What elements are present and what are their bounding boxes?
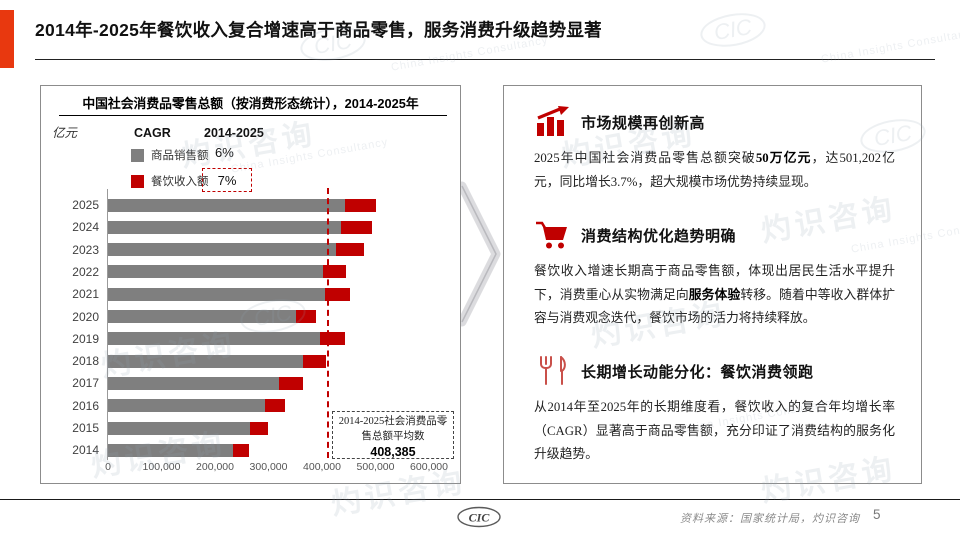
catering-bar-segment (336, 243, 364, 257)
catering-bar-segment (302, 354, 326, 368)
average-annotation-box: 2014-2025社会消费品零售总额平均数 408,385 (332, 411, 454, 459)
catering-legend-label: 餐饮收入额 (151, 176, 209, 188)
chart-row-2024: 2024 (41, 216, 460, 238)
chart-row-2019: 2019 (41, 328, 460, 350)
chart-row-2018: 2018 (41, 350, 460, 372)
chart-row-2014: 2014 (41, 439, 460, 461)
chart-panel: 中国社会消费品零售总额（按消费形态统计），2014-2025年 亿元 CAGR … (40, 85, 461, 484)
insight-section-market-scale: 市场规模再创新高 2025年中国社会消费品零售总额突破50万亿元，达501,20… (504, 106, 921, 194)
footer-divider (0, 499, 960, 500)
catering-bar-segment (295, 310, 316, 323)
y-axis-label: 2020 (72, 309, 99, 324)
x-axis-tick-label: 100,000 (142, 461, 181, 473)
chart-row-2025: 2025 (41, 194, 460, 216)
goods-bar-segment (108, 287, 325, 301)
chart-title: 中国社会消费品零售总额（按消费形态统计），2014-2025年 (82, 96, 419, 111)
y-axis-label: 2016 (72, 398, 99, 413)
chart-row-2020: 2020 (41, 306, 460, 328)
goods-bar-segment (108, 220, 341, 234)
goods-bar-segment (108, 265, 324, 279)
catering-bar-segment (232, 443, 249, 457)
y-axis-label: 2021 (72, 287, 99, 302)
insight-body: 餐饮收入增速长期高于商品零售额，体现出居民生活水平提升下，消费重心从实物满足向服… (534, 264, 896, 326)
goods-cagr-value: 6% (215, 145, 234, 160)
source-note: 资料来源：国家统计局，灼识咨询 (680, 513, 860, 525)
catering-bar-segment (320, 332, 346, 346)
chart-row-2021: 2021 (41, 283, 460, 305)
insight-section-consumption-structure: 消费结构优化趋势明确 餐饮收入增速长期高于商品零售额，体现出居民生活水平提升下，… (504, 219, 921, 331)
catering-legend-swatch (131, 174, 144, 188)
page-number: 5 (873, 507, 881, 522)
title-accent-bar (0, 10, 14, 68)
catering-bar-segment (323, 265, 346, 279)
insight-body: 2025年中国社会消费品零售总额突破50万亿元，达501,202亿元，同比增长3… (534, 151, 896, 189)
y-axis-label: 2025 (72, 198, 99, 212)
x-axis-tick-label: 600,000 (410, 461, 448, 473)
chart-row-2017: 2017 (41, 372, 460, 394)
goods-bar-segment (108, 354, 303, 368)
chart-title-divider (59, 115, 447, 116)
utensils-icon (540, 356, 566, 385)
catering-bar-segment (250, 421, 268, 435)
y-axis-label: 2024 (72, 220, 99, 235)
insight-body: 从2014年至2025年的长期维度看，餐饮收入的复合年均增长率（CAGR）显著高… (534, 400, 895, 462)
x-axis-tick-label: 200,000 (196, 461, 234, 473)
catering-bar-segment (324, 287, 351, 301)
y-axis-label: 2017 (72, 376, 99, 391)
x-axis-tick-label: 0 (105, 461, 111, 473)
title-divider (35, 59, 935, 60)
legend-header-cagr: CAGR (134, 126, 171, 140)
legend-header-period: 2014-2025 (204, 126, 264, 140)
goods-bar-segment (108, 376, 280, 390)
panel-transition-arrow-icon (457, 181, 501, 327)
goods-bar-segment (108, 421, 251, 435)
x-axis-tick-label: 300,000 (249, 461, 288, 473)
x-axis-tick-label: 400,000 (303, 461, 341, 473)
chart-unit-label: 亿元 (52, 126, 78, 140)
shopping-cart-icon (536, 221, 567, 249)
insight-section-long-term-growth: 长期增长动能分化：餐饮消费领跑 从2014年至2025年的长期维度看，餐饮收入的… (504, 355, 921, 467)
cic-logo: CIC (457, 506, 501, 528)
goods-bar-segment (108, 443, 233, 457)
y-axis-label: 2023 (72, 242, 99, 257)
y-axis-label: 2015 (72, 421, 99, 435)
insight-panel: 市场规模再创新高 2025年中国社会消费品零售总额突破50万亿元，达501,20… (503, 85, 922, 484)
chart-row-2016: 2016 (41, 395, 460, 417)
legend-item-catering: 餐饮收入额 (131, 173, 209, 189)
chart-row-2022: 2022 (41, 261, 460, 283)
page-title: 2014年-2025年餐饮收入复合增速高于商品零售，服务消费升级趋势显著 (35, 20, 602, 40)
goods-bar-segment (108, 310, 296, 323)
insight-title: 长期增长动能分化：餐饮消费领跑 (581, 363, 814, 381)
y-axis-label: 2018 (72, 354, 99, 369)
y-axis-label: 2019 (72, 331, 99, 346)
goods-legend-label: 商品销售额 (151, 150, 209, 162)
catering-bar-segment (340, 220, 372, 234)
average-annotation-value: 408,385 (370, 445, 416, 460)
goods-bar-segment (108, 198, 345, 212)
chart-row-2023: 2023 (41, 239, 460, 261)
chart-row-2015: 2015 (41, 417, 460, 439)
y-axis-label: 2022 (72, 264, 99, 279)
average-reference-line (326, 188, 329, 458)
goods-bar-segment (108, 399, 265, 413)
catering-bar-segment (279, 376, 303, 390)
goods-bar-segment (108, 243, 337, 257)
svg-text:CIC: CIC (469, 511, 491, 525)
catering-cagr-value: 7% (217, 172, 237, 188)
average-annotation-label: 2014-2025社会消费品零售总额平均数 (338, 416, 448, 442)
catering-bar-segment (344, 198, 377, 212)
insight-title: 市场规模再创新高 (581, 114, 706, 132)
bar-chart-up-icon (537, 106, 569, 136)
insight-title: 消费结构优化趋势明确 (581, 227, 737, 245)
goods-legend-swatch (131, 148, 144, 162)
catering-bar-segment (264, 399, 285, 413)
x-axis-tick-label: 500,000 (356, 461, 395, 473)
legend-item-goods: 商品销售额 (131, 147, 209, 163)
goods-bar-segment (108, 332, 321, 346)
catering-cagr-highlight-box: 7% (202, 168, 252, 192)
y-axis-label: 2014 (72, 443, 99, 458)
chart-y-axis (107, 189, 108, 460)
